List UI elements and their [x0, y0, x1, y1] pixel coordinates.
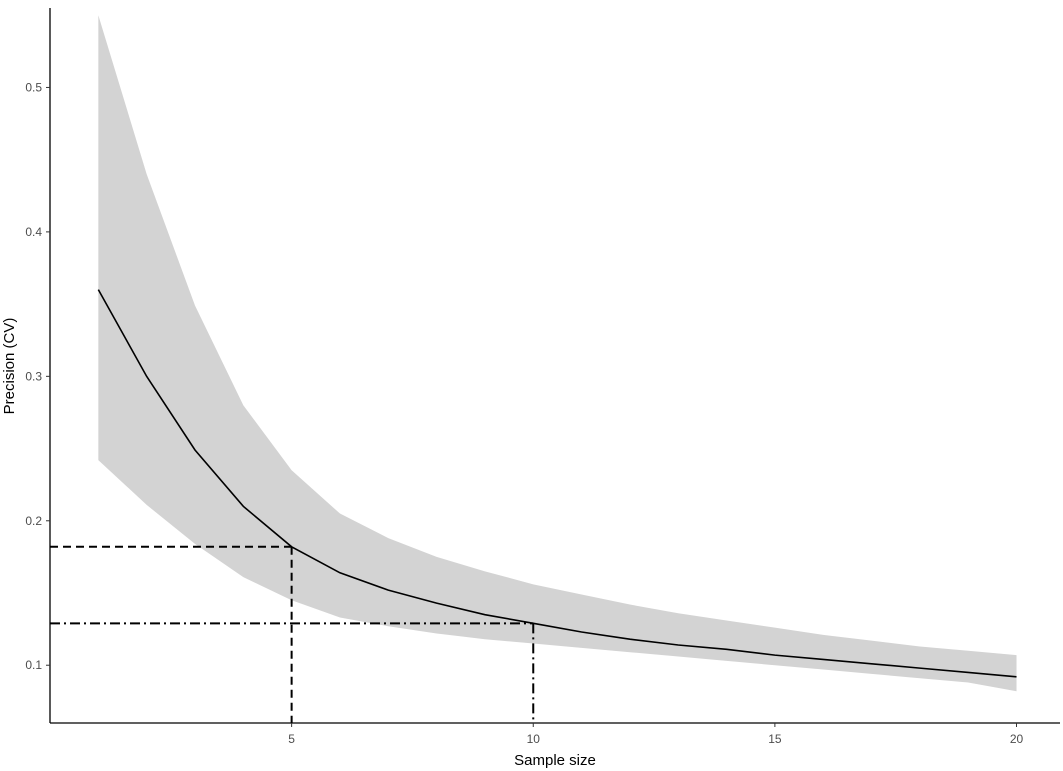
data-point-10 — [531, 621, 535, 625]
data-point-7 — [386, 588, 390, 592]
x-tick-label-20: 20 — [1010, 732, 1024, 746]
x-tick-label-15: 15 — [768, 732, 782, 746]
data-point-14 — [725, 647, 729, 651]
data-point-3 — [193, 448, 197, 452]
data-point-9 — [483, 613, 487, 617]
x-tick-label-5: 5 — [288, 732, 295, 746]
data-point-4 — [241, 504, 245, 508]
x-axis-title: Sample size — [514, 752, 596, 769]
data-point-16 — [821, 657, 825, 661]
y-tick-label-0.3: 0.3 — [25, 369, 42, 383]
confidence-band — [98, 15, 1017, 692]
data-point-8 — [435, 601, 439, 605]
y-tick-label-0.1: 0.1 — [25, 658, 42, 672]
y-tick-label-0.2: 0.2 — [25, 514, 42, 528]
data-point-15 — [773, 653, 777, 657]
x-tick-label-10: 10 — [527, 732, 541, 746]
series-line — [97, 289, 1017, 678]
data-point-5 — [290, 545, 294, 549]
data-point-13 — [676, 643, 680, 647]
data-point-20 — [1015, 675, 1019, 679]
y-tick-label-0.5: 0.5 — [25, 80, 42, 94]
data-point-12 — [628, 637, 632, 641]
data-point-19 — [966, 670, 970, 674]
y-axis-title: Precision (CV) — [1, 318, 18, 415]
data-point-17 — [870, 662, 874, 666]
y-tick-label-0.4: 0.4 — [25, 225, 42, 239]
data-point-1 — [96, 288, 100, 292]
data-point-11 — [580, 630, 584, 634]
data-point-18 — [918, 666, 922, 670]
data-point-2 — [145, 374, 149, 378]
data-point-6 — [338, 571, 342, 575]
